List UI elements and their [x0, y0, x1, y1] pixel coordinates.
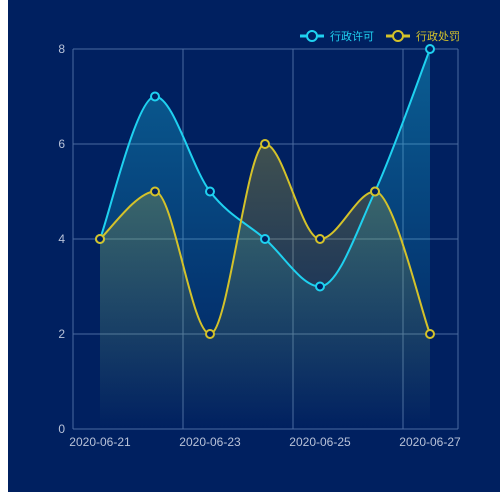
chart-panel: 0 2 4 6 8 2020-06-21 2020-06-23 2020-06-25 2020-… — [8, 0, 500, 492]
legend-marker — [392, 30, 404, 42]
legend-label: 行政许可 — [330, 29, 374, 43]
data-point[interactable] — [315, 281, 325, 292]
data-point[interactable] — [425, 329, 435, 339]
x-tick-label: 2020-06-21 — [69, 435, 131, 449]
data-point[interactable] — [205, 186, 215, 197]
data-point[interactable] — [95, 234, 105, 244]
line-chart: 0 2 4 6 8 2020-06-21 2020-06-23 2020-06-25 2020-… — [58, 29, 461, 449]
y-tick-label: 8 — [58, 42, 65, 56]
data-point[interactable] — [370, 186, 380, 197]
data-point[interactable] — [260, 139, 270, 149]
legend-item-1[interactable]: 行政处罚 — [386, 29, 460, 43]
y-tick-label: 2 — [58, 327, 65, 341]
legend[interactable]: 行政许可 行政处罚 — [300, 29, 460, 43]
data-point[interactable] — [150, 91, 160, 102]
data-points — [95, 44, 435, 339]
x-tick-label: 2020-06-27 — [399, 435, 461, 449]
axis-labels: 0 2 4 6 8 2020-06-21 2020-06-23 2020-06-25 2020-… — [58, 42, 461, 449]
y-tick-label: 0 — [58, 422, 65, 436]
data-point[interactable] — [260, 234, 270, 244]
legend-label: 行政处罚 — [416, 29, 460, 43]
y-tick-label: 4 — [58, 232, 65, 246]
legend-marker — [306, 30, 318, 42]
x-tick-label: 2020-06-23 — [179, 435, 241, 449]
x-tick-label: 2020-06-25 — [289, 435, 351, 449]
data-point[interactable] — [150, 186, 160, 197]
data-point[interactable] — [315, 234, 325, 244]
y-tick-label: 6 — [58, 137, 65, 151]
data-point[interactable] — [425, 44, 435, 54]
legend-item-0[interactable]: 行政许可 — [300, 29, 374, 43]
data-point[interactable] — [205, 329, 215, 339]
